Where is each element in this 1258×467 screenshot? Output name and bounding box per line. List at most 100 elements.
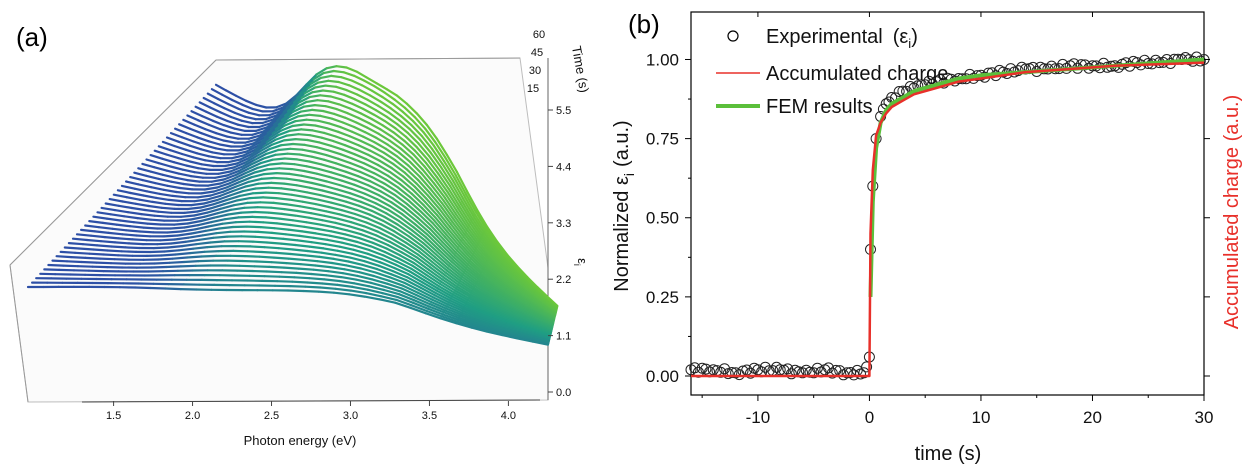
spectrum-curve-segment <box>193 198 209 203</box>
spectrum-curve-segment <box>489 286 505 298</box>
spectrum-curve-segment <box>265 167 281 171</box>
spectrum-curve-segment <box>382 254 399 263</box>
spectrum-curve-segment <box>381 186 396 196</box>
spectrum-curve-segment <box>512 273 526 286</box>
spectrum-curve-segment <box>480 305 497 315</box>
spectrum-curve-segment <box>96 211 112 216</box>
spectrum-curve-segment <box>302 78 315 91</box>
spectrum-curve-segment <box>396 223 412 235</box>
spectrum-curve-segment <box>515 299 531 310</box>
spectrum-curve-segment <box>152 246 169 250</box>
spectrum-curve-segment <box>333 112 347 119</box>
spectrum-curve-segment <box>379 100 392 110</box>
spectrum-curve-segment <box>268 236 285 240</box>
spectrum-curve-segment <box>487 258 501 272</box>
spectrum-curve-segment <box>240 235 257 238</box>
spectrum-curve-segment <box>255 132 269 141</box>
spectrum-curve-segment <box>506 253 519 268</box>
spectrum-curve-segment <box>473 251 487 266</box>
spectrum-curve-segment <box>415 182 430 197</box>
spectrum-curve-segment <box>177 157 192 163</box>
spectrum-curve-segment <box>104 202 120 207</box>
spectrum-curve-segment <box>305 73 318 86</box>
spectrum-curve-segment <box>338 245 355 251</box>
spectrum-curve-segment <box>317 290 335 294</box>
spectrum-curve-segment <box>362 135 376 144</box>
spectrum-curve-segment <box>378 226 394 236</box>
spectrum-curve-segment <box>235 94 248 102</box>
spectrum-curve-segment <box>383 119 397 130</box>
spectrum-curve-segment <box>515 301 530 311</box>
spectrum-curve-segment <box>145 158 160 165</box>
spectrum-curve-segment <box>278 275 296 279</box>
spectrum-curve-segment <box>425 123 438 140</box>
spectrum-curve-segment <box>388 204 404 216</box>
spectrum-curve-segment <box>512 307 528 317</box>
spectrum-curve-segment <box>458 244 473 260</box>
spectrum-curve-segment <box>125 196 141 201</box>
spectrum-curve-segment <box>207 140 221 146</box>
spectrum-curve-segment <box>153 166 168 172</box>
spectrum-curve-segment <box>310 212 326 217</box>
spectrum-curve-segment <box>509 313 526 322</box>
spectrum-curve-segment <box>464 302 482 312</box>
spectrum-curve-segment <box>359 170 374 179</box>
spectrum-curve-segment <box>219 178 234 185</box>
spectrum-curve-segment <box>480 237 493 254</box>
spectrum-curve-segment <box>308 160 323 166</box>
spectrum-curve-segment <box>471 324 489 332</box>
spectrum-curve-segment <box>476 279 492 291</box>
spectrum-curve-segment <box>440 315 459 323</box>
spectrum-curve-segment <box>276 280 294 283</box>
spectrum-curve-segment <box>232 161 247 169</box>
experimental-point <box>726 367 738 378</box>
spectrum-curve-segment <box>234 167 250 176</box>
spectrum-curve-segment <box>212 235 229 239</box>
spectrum-curve-segment <box>448 264 464 278</box>
spectrum-curve-segment <box>146 190 162 195</box>
spectrum-curve-segment <box>251 130 265 136</box>
spectrum-curve-segment <box>474 318 492 326</box>
spectrum-curve-segment <box>474 249 488 265</box>
spectrum-curve-segment <box>212 186 228 193</box>
spectrum-curve-segment <box>291 248 309 253</box>
spectrum-curve-segment <box>200 216 216 223</box>
spectrum-curve-segment <box>310 272 328 277</box>
spectrum-curve-segment <box>430 263 446 277</box>
spectrum-curve-segment <box>99 240 117 244</box>
spectrum-curve-segment <box>133 171 148 177</box>
spectrum-curve-segment <box>503 328 521 335</box>
spectrum-curve-segment <box>181 152 195 159</box>
spectrum-curve-segment <box>296 209 313 215</box>
experimental-point <box>696 362 708 374</box>
spectrum-curve-segment <box>185 132 199 139</box>
spectrum-curve-segment <box>308 245 325 250</box>
spectrum-curve-segment <box>478 276 493 288</box>
spectrum-curve-segment <box>338 213 355 220</box>
spectrum-curve-segment <box>444 271 461 284</box>
spectrum-curve-segment <box>299 263 317 267</box>
spectrum-curve-segment <box>516 297 532 308</box>
back-top-edge <box>215 57 521 61</box>
spectrum-curve-segment <box>328 122 342 129</box>
spectrum-curve-segment <box>238 176 253 184</box>
spectrum-curve-segment <box>350 187 366 195</box>
spectrum-curve-segment <box>216 208 233 215</box>
spectrum-curve-segment <box>499 267 513 281</box>
spectrum-curve-segment <box>254 235 271 239</box>
spectrum-curve-segment <box>162 234 179 238</box>
spectrum-curve-segment <box>314 232 331 237</box>
spectrum-curve-segment <box>450 182 464 203</box>
spectrum-curve <box>100 201 553 331</box>
spectrum-curve-segment <box>420 283 437 295</box>
spectrum-curve-segment <box>258 255 276 259</box>
spectrum-curve-segment <box>189 215 206 221</box>
spectrum-curve-segment <box>198 101 212 109</box>
spectrum-curve-segment <box>506 286 521 298</box>
spectrum-curve-segment <box>501 333 519 340</box>
spectrum-curve-segment <box>365 158 380 167</box>
spectrum-curve-segment <box>409 196 424 210</box>
spectrum-curve-segment <box>500 299 516 309</box>
spectrum-curve-segment <box>376 163 391 173</box>
spectrum-curve-segment <box>408 127 422 141</box>
